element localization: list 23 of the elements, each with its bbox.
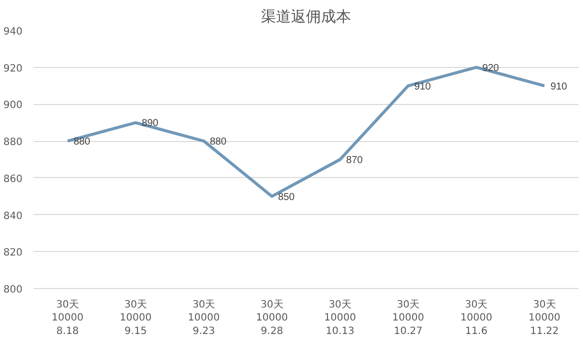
x-tick-label: 30天 10000 9.23: [188, 300, 220, 337]
data-label: 910: [550, 81, 568, 92]
x-tick-label: 30天 10000 10.13: [324, 300, 356, 337]
y-tick-label: 900: [3, 100, 23, 112]
y-tick-label: 920: [3, 63, 23, 74]
y-tick-label: 940: [3, 26, 23, 38]
data-label: 870: [346, 155, 364, 166]
y-tick-label: 840: [3, 210, 23, 222]
y-tick-label: 820: [3, 248, 23, 259]
data-label: 880: [210, 136, 227, 148]
x-tick-label: 30天 10000 11.6: [460, 300, 492, 337]
data-label: 910: [414, 81, 432, 92]
x-tick-label: 30天 10000 11.22: [528, 300, 560, 337]
y-tick-label: 800: [3, 284, 23, 296]
x-tick-label: 30天 10000 9.28: [256, 300, 288, 337]
y-tick-label: 860: [3, 174, 23, 185]
data-label: 850: [278, 192, 296, 203]
chart-title: 渠道返佣成本: [261, 8, 351, 26]
data-label: 880: [74, 136, 91, 148]
x-tick-label: 30天 10000 9.15: [120, 300, 152, 337]
x-tick-label: 30天 10000 8.18: [52, 300, 84, 337]
x-tick-label: 30天 10000 10.27: [392, 300, 424, 337]
y-tick-label: 880: [3, 137, 23, 148]
